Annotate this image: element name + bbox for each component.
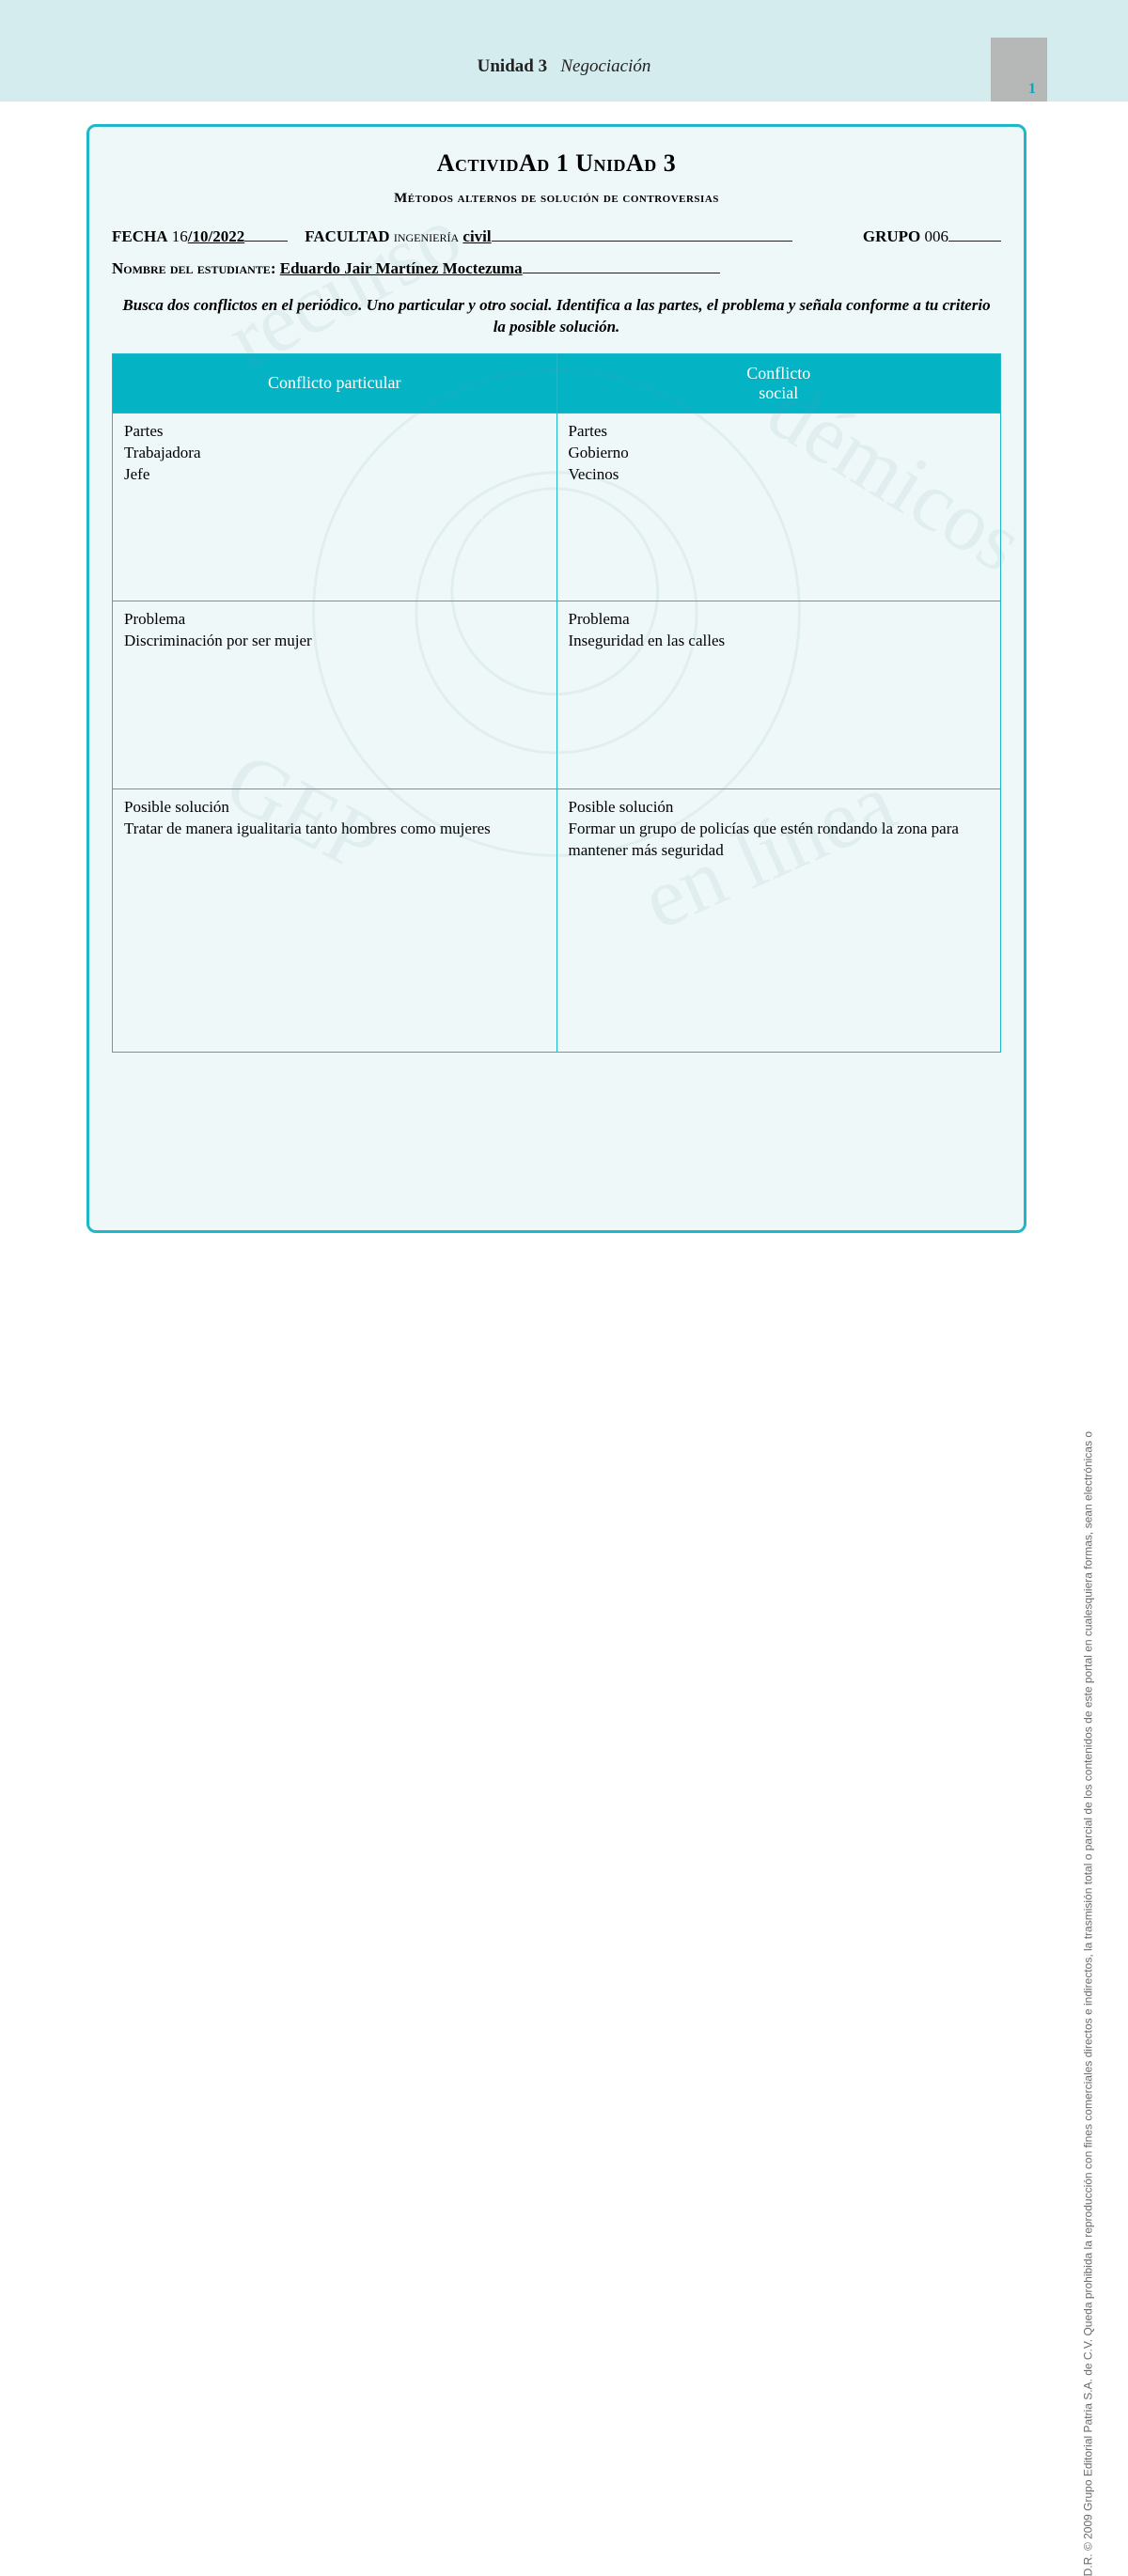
grupo-value: 006: [925, 227, 949, 245]
problema-right-content: Inseguridad en las calles: [569, 632, 726, 649]
facultad-sublabel: ingeniería: [394, 227, 459, 245]
top-band: Unidad 3 Negociación: [0, 0, 1128, 101]
partes-right-content: GobiernoVecinos: [569, 444, 629, 483]
unit-header: Unidad 3 Negociación: [478, 56, 651, 77]
th-social-text: Conflictosocial: [746, 364, 810, 402]
unit-topic: Negociación: [560, 56, 650, 76]
fecha-value: /10/2022: [188, 227, 244, 245]
cell-solucion-left: Posible solución Tratar de manera iguali…: [113, 788, 557, 1052]
table-row-partes: Partes TrabajadoraJefe Partes GobiernoVe…: [113, 413, 1001, 601]
partes-right-label: Partes: [569, 421, 990, 443]
nombre-label: Nombre del estudiante: [112, 259, 271, 277]
copyright-side-text: D.R. © 2009 Grupo Editorial Patria S.A. …: [1081, 1431, 1094, 2576]
page-number-tab: [991, 38, 1047, 101]
problema-left-content: Discriminación por ser mujer: [124, 632, 312, 649]
facultad-value: civil: [462, 227, 491, 245]
instructions: Busca dos conflictos en el periódico. Un…: [121, 295, 992, 338]
activity-title: ActividAd 1 UnidAd 3: [112, 149, 1001, 178]
partes-left-label: Partes: [124, 421, 545, 443]
table-row-problema: Problema Discriminación por ser mujer Pr…: [113, 601, 1001, 788]
grupo-label: GRUPO: [863, 227, 920, 245]
table-row-solucion: Posible solución Tratar de manera iguali…: [113, 788, 1001, 1052]
nombre-value: Eduardo Jair Martínez Moctezuma: [280, 259, 523, 277]
cell-partes-left: Partes TrabajadoraJefe: [113, 413, 557, 601]
cell-partes-right: Partes GobiernoVecinos: [556, 413, 1001, 601]
solucion-right-label: Posible solución: [569, 797, 990, 819]
solucion-left-label: Posible solución: [124, 797, 545, 819]
solucion-left-content: Tratar de manera igualitaria tanto hombr…: [124, 820, 491, 837]
problema-left-label: Problema: [124, 609, 545, 631]
th-social: Conflictosocial: [556, 353, 1001, 413]
cell-problema-left: Problema Discriminación por ser mujer: [113, 601, 557, 788]
conflict-table: Conflicto particular Conflictosocial Par…: [112, 353, 1001, 1053]
problema-right-label: Problema: [569, 609, 990, 631]
worksheet-container: recurso démicos GEP en línea ActividAd 1…: [86, 124, 1026, 1233]
fecha-label: FECHA: [112, 227, 168, 245]
form-row-1: FECHA 16/10/2022 FACULTAD ingeniería civ…: [112, 227, 1001, 246]
th-particular: Conflicto particular: [113, 353, 557, 413]
activity-subtitle: Métodos alternos de solución de controve…: [112, 191, 1001, 207]
page-number: 1: [1028, 81, 1036, 98]
facultad-label: FACULTAD: [305, 227, 389, 245]
partes-left-content: TrabajadoraJefe: [124, 444, 201, 483]
unit-label: Unidad 3: [478, 56, 547, 76]
cell-solucion-right: Posible solución Formar un grupo de poli…: [556, 788, 1001, 1052]
form-row-2: Nombre del estudiante: Eduardo Jair Mart…: [112, 259, 1001, 278]
cell-problema-right: Problema Inseguridad en las calles: [556, 601, 1001, 788]
solucion-right-content: Formar un grupo de policías que estén ro…: [569, 820, 959, 859]
